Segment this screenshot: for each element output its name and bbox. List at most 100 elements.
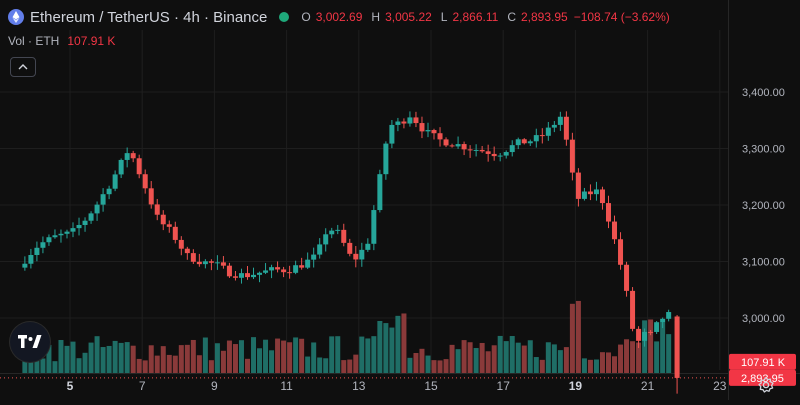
candle-body [70,228,76,232]
candle-body [202,261,208,265]
candle-body [551,124,557,128]
volume-bar [521,345,527,373]
candle-body [184,248,190,254]
candle-body [22,263,28,268]
candle-body [618,239,624,265]
volume-bar [648,319,654,373]
volume-bar [178,345,184,373]
candle-body [281,269,287,273]
tradingview-logo-icon [18,335,42,348]
volume-bar [515,342,521,373]
candle-body [371,210,377,244]
candle-body [509,145,515,153]
candle-body [485,151,491,154]
candle-body [503,152,509,156]
volume-bar [425,355,431,373]
high-value: 3,005.22 [385,10,432,24]
candle-body [563,116,569,140]
volume-bar [389,327,395,373]
candle-body [257,272,263,275]
volume-bar [461,340,467,373]
volume-bar [46,344,52,373]
price-tick-label: 3,300.00 [742,144,785,156]
candle-body [455,144,461,147]
price-tick-label: 3,100.00 [742,257,785,269]
candle-body [244,273,250,278]
candle-body [539,135,545,137]
volume-bar [190,339,196,373]
time-tick-label: 15 [424,379,438,393]
candle-body [190,253,196,262]
time-tick-label: 9 [211,379,218,393]
volume-tag-bg [729,353,796,370]
volume-bar [353,354,359,373]
volume-bar [208,360,214,373]
volume-bar [666,334,672,373]
candle-body [311,254,317,260]
price-tick-label: 3,000.00 [742,313,785,325]
time-tick-label: 23 [713,379,727,393]
candle-body [142,174,148,189]
volume-bar [365,338,371,373]
candle-body [347,242,353,254]
tradingview-logo[interactable] [10,322,50,362]
volume-bar [311,342,317,373]
ethereum-coin-icon[interactable] [8,9,24,25]
time-tick-label: 19 [569,379,583,393]
symbol-legend: Ethereum / TetherUS · 4h · Binance O 3,00… [8,7,670,27]
volume-bar [419,348,425,373]
candle-body [431,130,437,134]
volume-bar [196,355,202,373]
volume-bar [52,361,58,373]
volume-label: Vol · ETH [8,34,60,48]
volume-bar [497,335,503,373]
candle-body [148,188,154,205]
volume-bar [226,340,232,373]
candle-body [82,220,88,225]
volume-bar [612,356,618,373]
candle-body [648,331,654,333]
volume-bar [82,352,88,373]
candle-body [605,203,611,222]
candle-body [220,262,226,266]
volume-bar [341,360,347,373]
candle-body [329,230,335,235]
collapse-legend-button[interactable] [10,57,36,77]
market-status-dot[interactable] [279,12,290,22]
candle-body [136,158,142,175]
volume-value: 107.91 K [67,34,116,48]
gear-icon[interactable] [757,376,775,394]
candle-body [467,149,473,151]
volume-bar [551,344,557,373]
volume-bar [329,336,335,373]
volume-bar [166,354,172,373]
candle-body [160,214,166,225]
volume-bar [184,344,190,373]
volume-bar [545,342,551,373]
volume-bar [232,344,238,373]
candle-body [599,189,605,204]
candle-body [359,249,365,260]
candle-body [533,135,539,142]
volume-bar [557,350,563,373]
candle-body [124,153,130,160]
candle-body [335,229,341,231]
volume-bar [437,360,443,373]
close-value: 2,893.95 [520,10,568,24]
candle-body [293,265,299,273]
symbol-title[interactable]: Ethereum / TetherUS · 4h · Binance [30,8,268,26]
volume-bar [575,300,581,373]
candle-body [178,239,184,249]
volume-bar [269,350,275,373]
volume-bar [383,323,389,373]
volume-bar [377,320,383,373]
price-tick-label: 3,400.00 [742,87,785,99]
candle-body [395,121,401,125]
volume-bar [467,342,473,373]
candle-body [497,155,503,157]
volume-bar [660,322,666,373]
volume-bar [479,342,485,373]
volume-bar [287,342,293,373]
